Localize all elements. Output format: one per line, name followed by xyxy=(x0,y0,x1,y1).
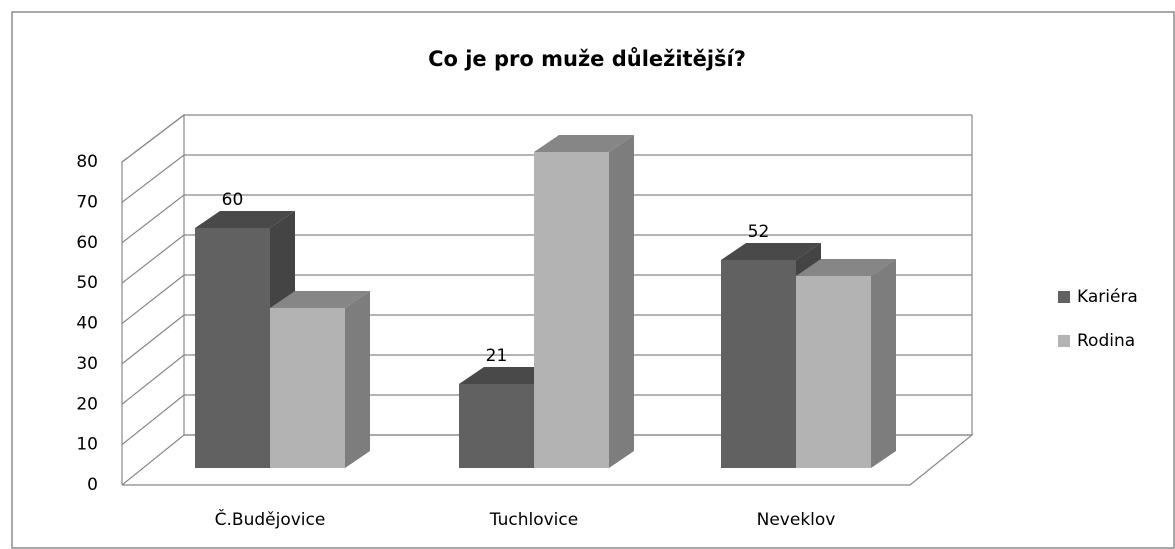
bar-side xyxy=(345,291,370,468)
bar xyxy=(270,308,345,468)
bar-side xyxy=(871,259,896,468)
x-tick-label: Č.Budějovice xyxy=(215,508,326,530)
bar-side xyxy=(609,135,634,468)
y-tick-label: 30 xyxy=(76,354,98,374)
y-tick-label: 20 xyxy=(76,394,98,414)
grid-line xyxy=(121,274,972,324)
bar-top xyxy=(796,259,896,276)
legend-swatch xyxy=(1058,335,1070,347)
x-tick-label: Tuchlovice xyxy=(489,510,578,530)
data-label: 21 xyxy=(486,346,508,366)
legend-label: Rodina xyxy=(1077,331,1135,351)
grid-line xyxy=(121,234,972,284)
data-label: 52 xyxy=(748,222,770,242)
grid-line xyxy=(121,354,972,405)
bar-top xyxy=(721,243,821,260)
bar xyxy=(721,260,796,468)
x-tick-label: Neveklov xyxy=(757,510,836,530)
bar xyxy=(459,384,534,468)
y-tick-label: 0 xyxy=(87,475,98,495)
y-tick-label: 80 xyxy=(76,152,98,172)
bar xyxy=(534,152,609,468)
grid-line xyxy=(121,434,972,486)
legend-label: Kariéra xyxy=(1077,287,1138,307)
chart-title: Co je pro muže důležitější? xyxy=(428,47,746,71)
y-tick-label: 70 xyxy=(76,192,98,212)
grid-line xyxy=(121,114,972,163)
legend-swatch xyxy=(1058,291,1070,303)
y-tick-label: 60 xyxy=(76,233,98,253)
bar-top xyxy=(534,135,634,152)
grid-line xyxy=(121,394,972,446)
data-label: 60 xyxy=(222,190,244,210)
y-tick-label: 40 xyxy=(76,314,98,334)
grid-line xyxy=(121,314,972,365)
grid-line xyxy=(121,194,972,244)
y-tick-label: 10 xyxy=(76,435,98,455)
bar-top xyxy=(270,291,370,308)
grid-line xyxy=(121,154,972,203)
bar xyxy=(195,228,270,468)
y-tick-label: 50 xyxy=(76,273,98,293)
bar-top xyxy=(195,211,295,228)
bar xyxy=(796,276,871,468)
